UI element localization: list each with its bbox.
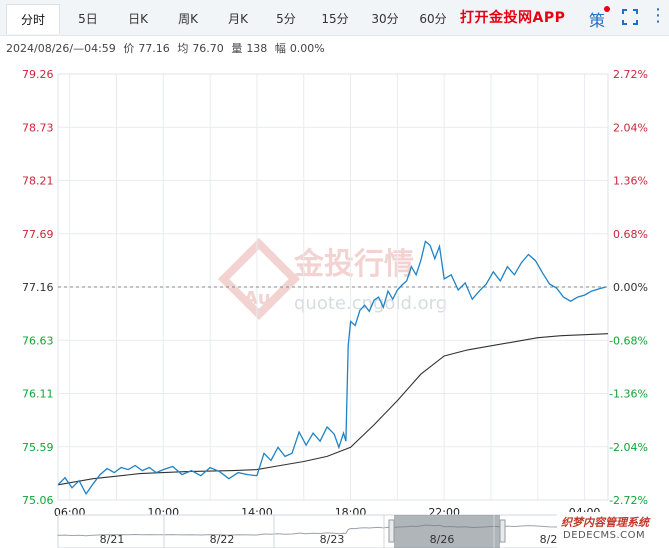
- navigator-date-label: 8/21: [100, 533, 125, 546]
- volume-label: 量: [231, 42, 243, 55]
- tab-5day[interactable]: 5日: [78, 12, 98, 26]
- quote-datetime: 2024/08/26/—04:59: [6, 42, 116, 55]
- intraday-chart[interactable]: Au 金投行情 quote.cngold.org 79.26 78.73 78.21…: [0, 60, 669, 548]
- y-tick-label-left: 76.63: [22, 334, 54, 347]
- y-tick-label-right: -2.04%: [609, 441, 648, 454]
- tab-30min[interactable]: 30分: [371, 12, 399, 26]
- corner-watermark: 织梦内容管理系统 DEDECMS.COM: [557, 512, 669, 548]
- tab-60min[interactable]: 60分: [419, 12, 447, 26]
- avg-value: 76.70: [192, 42, 224, 55]
- quote-info-line: 2024/08/26/—04:59 价 77.16 均 76.70 量 138 幅 0.…: [6, 40, 329, 56]
- open-app-link[interactable]: 打开金投网APP: [460, 10, 566, 26]
- tab-daily-k[interactable]: 日K: [128, 12, 148, 26]
- y-tick-label-right: -0.68%: [609, 334, 648, 347]
- tab-weekly-k[interactable]: 周K: [178, 12, 198, 26]
- y-axis-right: 2.72% 2.04% 1.36% 0.68% 0.00% -0.68% -1.36% -2.…: [609, 68, 648, 507]
- y-tick-label-right: 2.04%: [613, 121, 648, 134]
- navigator-handle-left[interactable]: [388, 519, 395, 543]
- navigator-date-label: 8/23: [320, 533, 345, 546]
- period-tab-bar: 分时 5日 日K 周K 月K 5分 15分 30分 60分 打开金投网APP 策…: [0, 0, 669, 36]
- watermark-logo: Au: [217, 237, 301, 321]
- range-navigator[interactable]: 8/21 8/22 8/23 8/26 8/27: [57, 514, 609, 548]
- tab-monthly-k[interactable]: 月K: [228, 12, 248, 26]
- y-tick-label-right: 0.00%: [613, 281, 648, 294]
- y-tick-label-right: 1.36%: [613, 175, 648, 188]
- y-tick-label-left: 77.16: [22, 281, 54, 294]
- y-tick-label-left: 75.06: [22, 494, 54, 507]
- tab-5min[interactable]: 5分: [276, 12, 296, 26]
- y-tick-label-right: -1.36%: [609, 388, 648, 401]
- chart-grid: [57, 73, 609, 501]
- fullscreen-icon[interactable]: [622, 9, 638, 25]
- corner-watermark-line1: 织梦内容管理系统: [561, 516, 649, 529]
- tab-15min[interactable]: 15分: [321, 12, 349, 26]
- watermark-url: quote.cngold.org: [294, 293, 447, 314]
- y-axis-left: 79.26 78.73 78.21 77.69 77.16 76.63 76.11 75.59…: [22, 68, 54, 507]
- y-tick-label-right: 0.68%: [613, 228, 648, 241]
- navigator-date-label: 8/26: [430, 533, 455, 546]
- navigator-date-label: 8/22: [210, 533, 235, 546]
- y-tick-label-left: 79.26: [22, 68, 54, 81]
- y-tick-label-left: 78.21: [22, 175, 54, 188]
- y-tick-label-left: 78.73: [22, 121, 54, 134]
- price-line: [57, 240, 606, 496]
- navigator-selection[interactable]: [394, 515, 500, 548]
- watermark-text: 金投行情: [293, 247, 414, 282]
- avg-label: 均: [177, 42, 189, 55]
- y-tick-label-right: -2.72%: [609, 494, 648, 507]
- price-label: 价: [123, 42, 135, 55]
- navigator-handle-right[interactable]: [499, 519, 506, 543]
- change-label: 幅: [274, 42, 286, 55]
- y-tick-label-left: 75.59: [22, 441, 54, 454]
- y-tick-label-left: 76.11: [22, 388, 54, 401]
- corner-watermark-line2: DEDECMS.COM: [563, 530, 646, 541]
- strategy-button[interactable]: 策: [589, 11, 606, 30]
- y-tick-label-right: 2.72%: [613, 68, 648, 81]
- change-value: 0.00%: [289, 42, 325, 55]
- y-tick-label-left: 77.69: [22, 228, 54, 241]
- volume-value: 138: [246, 42, 268, 55]
- notification-dot: [604, 6, 610, 12]
- average-price-line: [57, 333, 609, 486]
- tab-intraday[interactable]: 分时: [6, 4, 60, 34]
- more-menu-icon[interactable]: ⋮: [649, 5, 667, 26]
- price-value: 77.16: [138, 42, 170, 55]
